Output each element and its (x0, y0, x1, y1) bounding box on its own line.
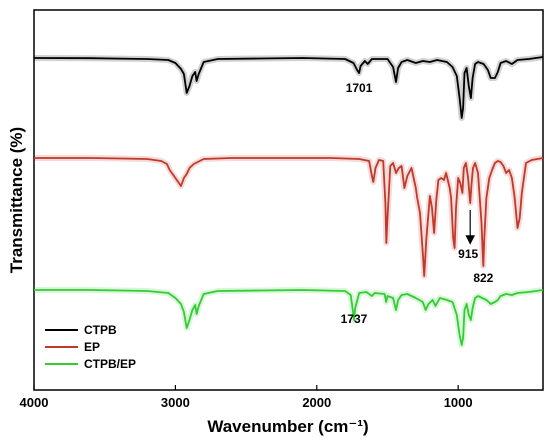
x-tick-label-4000: 4000 (20, 395, 49, 410)
legend-label-ep: EP (84, 340, 100, 354)
x-axis-label: Wavenumber (cm⁻¹) (207, 417, 368, 436)
legend-label-ctpb: CTPB (84, 323, 117, 337)
x-axis-ticks: 4000 3000 2000 1000 (20, 385, 473, 410)
plot-frame (33, 9, 544, 391)
annotation-1737: 1737 (341, 312, 368, 326)
series-line-ctpb-ep (34, 289, 544, 346)
annotation-822: 822 (473, 271, 493, 285)
series-glow-ctpb (33, 54, 544, 121)
series-line-ep (34, 157, 544, 277)
legend: CTPB EP CTPB/EP (45, 323, 136, 371)
x-tick-label-3000: 3000 (161, 395, 190, 410)
legend-label-ctpb-ep: CTPB/EP (84, 357, 136, 371)
annotation-915: 915 (458, 247, 478, 261)
x-tick-label-2000: 2000 (302, 395, 331, 410)
y-axis-label: Transmittance (%) (7, 127, 26, 273)
annotation-1701: 1701 (346, 81, 373, 95)
series-layer (33, 54, 544, 348)
annotation-layer: 1701 915 822 1737 (341, 81, 494, 326)
series-line-ctpb (33, 56, 544, 119)
x-tick-label-1000: 1000 (444, 395, 473, 410)
